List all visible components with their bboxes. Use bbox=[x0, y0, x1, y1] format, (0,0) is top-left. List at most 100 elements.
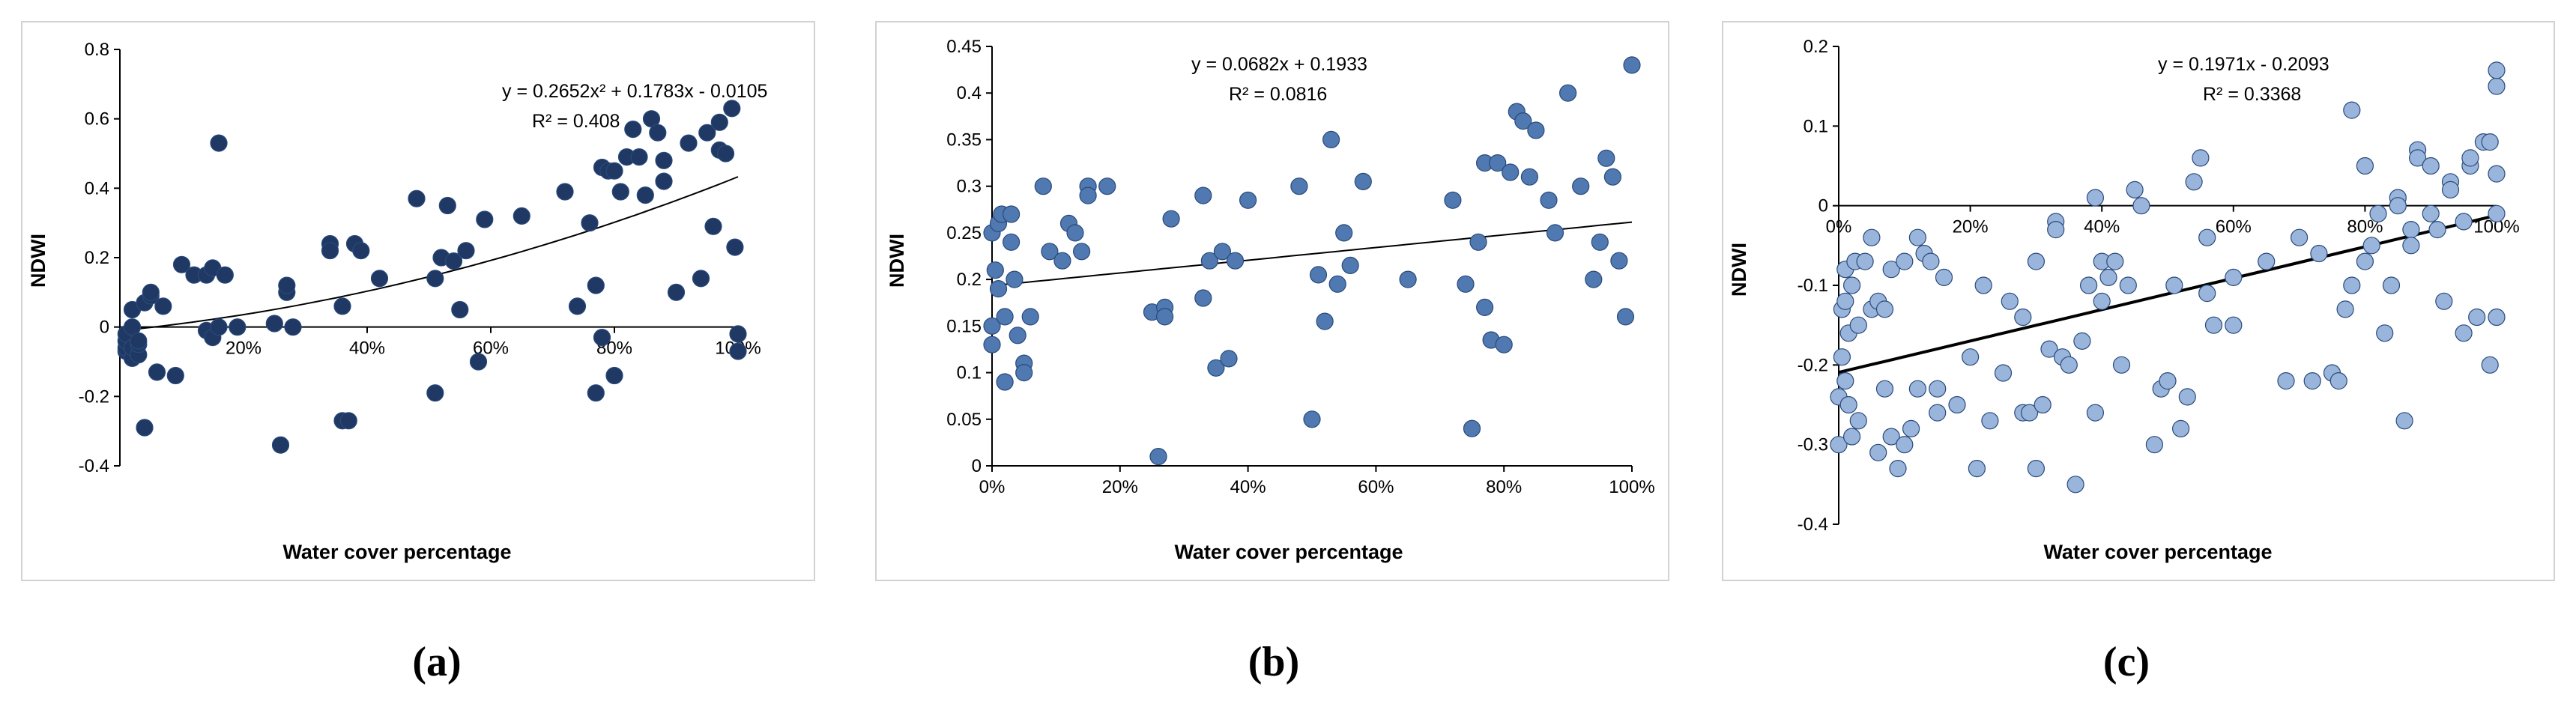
data-point-b bbox=[1527, 121, 1545, 139]
trendline-b bbox=[991, 221, 1633, 287]
data-point-c bbox=[2290, 228, 2309, 246]
x-tick-label-c: 60% bbox=[2216, 217, 2252, 237]
chart-b-svg: 0 0.05 0.1 0.15 0.2 0.25 0.3 0.35 0.4 0.45 0% 20% 40… bbox=[886, 37, 1655, 563]
y-tick-label-a: 0.2 bbox=[85, 248, 109, 268]
data-point-c bbox=[1875, 380, 1894, 398]
data-point-c bbox=[2422, 204, 2440, 222]
data-point-c bbox=[1849, 316, 1867, 334]
data-point-c bbox=[1896, 252, 1914, 270]
data-point-a bbox=[148, 363, 166, 381]
r-squared-c: R² = 0.3368 bbox=[2203, 84, 2301, 105]
y-tick-label-b: 0.4 bbox=[957, 83, 982, 103]
data-point-a bbox=[636, 186, 654, 204]
data-point-c bbox=[1836, 372, 1854, 390]
data-point-a bbox=[692, 270, 710, 288]
data-point-a bbox=[593, 329, 611, 347]
trend-equation-b: y = 0.0682x + 0.1933 bbox=[1191, 54, 1367, 75]
data-point-b bbox=[1623, 56, 1641, 74]
x-tick-label-b: 0% bbox=[979, 477, 1006, 497]
data-point-b bbox=[1399, 270, 1417, 288]
data-point-a bbox=[698, 124, 716, 142]
data-point-c bbox=[1896, 436, 1914, 454]
y-tick-label-c: -0.4 bbox=[1798, 515, 1828, 535]
data-point-c bbox=[1856, 252, 1874, 270]
data-point-a bbox=[284, 318, 302, 336]
data-point-b bbox=[1457, 275, 1475, 293]
data-point-c bbox=[2106, 252, 2124, 270]
data-point-a bbox=[321, 242, 339, 260]
data-point-b bbox=[1194, 289, 1212, 307]
data-point-b bbox=[1597, 149, 1615, 167]
data-point-c bbox=[1902, 419, 1920, 438]
data-point-a bbox=[611, 183, 629, 201]
data-point-a bbox=[216, 266, 234, 284]
chart-panel-a: -0.4-0.200.20.40.60.820%40%60%80%100%y =… bbox=[21, 21, 815, 581]
x-tick-label-a: 20% bbox=[226, 339, 261, 359]
data-point-c bbox=[2402, 237, 2420, 255]
data-point-a bbox=[370, 270, 389, 288]
y-tick-label-b: 0.25 bbox=[946, 223, 982, 243]
data-point-c bbox=[2073, 332, 2091, 350]
data-point-b bbox=[1354, 172, 1372, 190]
y-tick-label-a: 0.4 bbox=[85, 178, 109, 198]
y-tick-label-b: 0.15 bbox=[946, 316, 982, 336]
x-axis-title-a: Water cover percentage bbox=[282, 541, 511, 563]
data-point-c bbox=[2468, 308, 2486, 327]
data-point-b bbox=[1309, 266, 1328, 284]
data-point-a bbox=[451, 300, 469, 319]
data-point-b bbox=[1162, 210, 1180, 228]
data-point-c bbox=[1875, 300, 1894, 318]
data-point-b bbox=[1328, 275, 1346, 293]
data-point-a bbox=[655, 151, 673, 169]
data-point-c bbox=[2356, 157, 2374, 175]
data-point-c bbox=[2192, 149, 2210, 167]
data-point-c bbox=[2422, 157, 2440, 175]
data-point-b bbox=[1098, 177, 1116, 195]
data-point-b bbox=[1469, 233, 1487, 251]
data-point-c bbox=[1882, 428, 1900, 446]
data-point-a bbox=[568, 297, 587, 315]
data-point-a bbox=[265, 315, 283, 333]
data-point-c bbox=[2481, 133, 2499, 151]
data-point-c bbox=[2488, 204, 2506, 222]
data-point-b bbox=[1322, 130, 1340, 148]
y-tick-label-b: 0.05 bbox=[946, 410, 982, 430]
data-point-b bbox=[1290, 177, 1308, 195]
data-point-c bbox=[2488, 308, 2506, 327]
data-point-c bbox=[1889, 459, 1907, 478]
data-point-b bbox=[1041, 243, 1059, 261]
data-point-a bbox=[581, 214, 599, 232]
data-point-c bbox=[2093, 292, 2111, 310]
x-tick-label-c: 0% bbox=[1826, 217, 1852, 237]
data-point-a bbox=[605, 162, 623, 180]
data-point-c bbox=[1869, 443, 1887, 461]
data-point-b bbox=[1220, 350, 1238, 368]
data-point-b bbox=[983, 317, 1001, 335]
trend-equation-c: y = 0.1971x - 0.2093 bbox=[2158, 54, 2329, 75]
data-point-c bbox=[2040, 340, 2058, 358]
y-tick-label-a: -0.4 bbox=[79, 456, 109, 476]
data-point-c bbox=[2389, 197, 2407, 215]
x-tick-label-c: 40% bbox=[2084, 217, 2120, 237]
data-point-a bbox=[136, 419, 154, 437]
data-point-b bbox=[1021, 308, 1039, 326]
data-point-b bbox=[1489, 154, 1507, 172]
data-point-c bbox=[2185, 173, 2203, 191]
data-point-c bbox=[2461, 149, 2479, 167]
data-point-c bbox=[2488, 165, 2506, 183]
data-point-c bbox=[2132, 197, 2150, 215]
data-point-c bbox=[1994, 364, 2013, 382]
data-point-c bbox=[2014, 308, 2032, 327]
y-axis-title-b: NDWI bbox=[886, 234, 908, 288]
data-point-b bbox=[1610, 252, 1628, 270]
data-point-a bbox=[723, 100, 741, 118]
data-point-c bbox=[2395, 412, 2413, 430]
data-point-c bbox=[1929, 404, 1947, 422]
data-point-b bbox=[1558, 84, 1577, 102]
chart-panel-c: -0.4 -0.3 -0.2 -0.1 0 0.1 0.2 0% 20% 40% 60% 80% 100… bbox=[1722, 21, 2555, 581]
y-tick-label-b: 0.35 bbox=[946, 130, 982, 150]
data-point-c bbox=[2086, 189, 2104, 207]
data-point-b bbox=[1546, 224, 1564, 242]
data-point-b bbox=[1073, 243, 1091, 261]
data-point-b bbox=[1520, 168, 1539, 186]
